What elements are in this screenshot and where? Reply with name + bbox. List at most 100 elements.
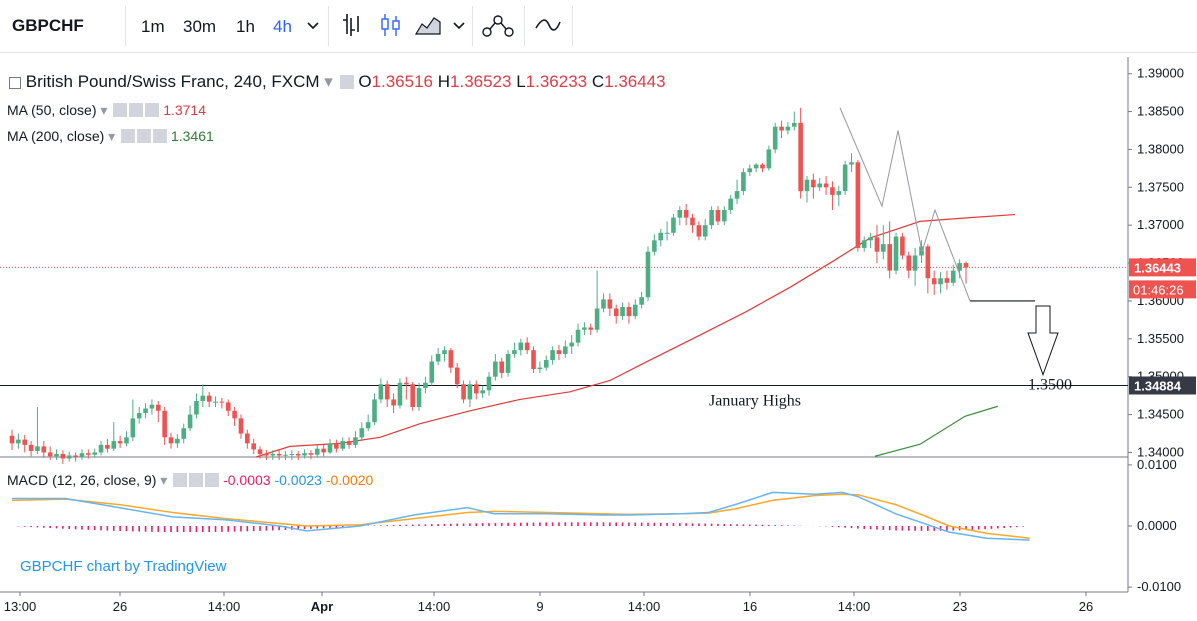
candle <box>423 376 428 394</box>
target-label: 1.3500 <box>1028 377 1072 394</box>
close-icon[interactable] <box>205 473 220 487</box>
x-tick-label: 23 <box>953 599 967 614</box>
candle <box>766 145 772 171</box>
candle-body <box>302 453 307 456</box>
candle-body <box>47 452 53 457</box>
candle-body <box>963 263 969 268</box>
candle <box>881 225 886 260</box>
y-tick-label: 1.37000 <box>1137 217 1184 232</box>
candle <box>334 439 339 453</box>
candle-body <box>925 246 931 279</box>
ohlc-high-value: 1.36523 <box>450 72 512 91</box>
candle-body <box>702 225 708 237</box>
ohlc-low-key: L <box>516 72 526 91</box>
candle-body <box>257 449 263 454</box>
candle-body <box>136 413 142 419</box>
candle <box>353 431 358 448</box>
candle <box>429 355 435 386</box>
candle-body <box>855 162 861 248</box>
candle <box>537 361 543 373</box>
candle <box>9 429 15 451</box>
candle <box>582 322 587 336</box>
interval-4h[interactable]: 4h <box>273 17 292 36</box>
candle <box>124 431 129 447</box>
chevron-down-icon[interactable]: ▾ <box>100 102 108 118</box>
candle-body <box>664 232 670 234</box>
symbol-name[interactable]: GBPCHF <box>12 16 84 35</box>
toolbar-divider <box>524 6 525 46</box>
x-tick-label: 14:00 <box>628 599 661 614</box>
macd-label: MACD (12, 26, close, 9) <box>7 472 157 488</box>
chevron-down-icon[interactable] <box>452 20 466 32</box>
candle <box>384 380 390 407</box>
candle-body <box>709 210 714 226</box>
candle-body <box>931 278 937 285</box>
january-highs-price-tag <box>1129 376 1196 395</box>
eye-icon[interactable] <box>121 129 136 143</box>
candle-body <box>391 399 396 406</box>
candle-body <box>213 401 218 403</box>
candle-body <box>327 443 333 453</box>
candle-body <box>747 168 753 173</box>
candle-body <box>416 388 422 407</box>
interval-30m[interactable]: 30m <box>183 17 217 36</box>
candle <box>16 433 21 449</box>
eye-icon[interactable] <box>173 473 188 487</box>
candle <box>346 437 352 449</box>
candle <box>505 350 511 377</box>
macd-line-value: -0.0023 <box>274 472 322 488</box>
candle-body <box>683 210 689 218</box>
candle-body <box>906 255 912 271</box>
eye-icon[interactable] <box>113 103 128 117</box>
candle <box>830 181 835 211</box>
candle <box>861 236 867 252</box>
candle-body <box>461 384 466 400</box>
close-icon[interactable] <box>153 129 168 143</box>
chevron-down-icon[interactable]: ▾ <box>160 472 168 488</box>
ohlc-close-key: C <box>591 72 605 91</box>
indicators-icon[interactable] <box>481 12 515 38</box>
candle <box>372 393 377 426</box>
bars-icon[interactable] <box>340 12 364 38</box>
interval-1h[interactable]: 1h <box>236 17 255 36</box>
candle-body <box>753 164 759 169</box>
chevron-down-icon[interactable] <box>306 20 320 32</box>
candle-body <box>149 404 155 409</box>
candle-body <box>340 441 346 449</box>
candle-body <box>830 187 835 195</box>
area-icon[interactable] <box>414 12 442 38</box>
chevron-down-icon[interactable]: ▾ <box>108 128 116 144</box>
candle <box>86 449 91 459</box>
candle <box>887 221 892 279</box>
interval-1m[interactable]: 1m <box>141 17 165 36</box>
gear-icon[interactable] <box>189 473 204 487</box>
macd-line <box>12 491 1030 541</box>
candle-body <box>613 308 619 317</box>
gear-icon[interactable] <box>137 129 152 143</box>
candle-body <box>543 360 549 368</box>
close-icon[interactable] <box>145 103 160 117</box>
candle-body <box>779 126 784 131</box>
candle-body <box>66 455 72 459</box>
candle <box>206 391 212 407</box>
candle <box>798 107 803 199</box>
candle <box>238 414 244 439</box>
candle-body <box>28 444 34 451</box>
candle-body <box>283 454 288 456</box>
candle <box>47 446 53 461</box>
candle <box>804 175 810 203</box>
watermark[interactable]: GBPCHF chart by TradingView <box>20 558 227 575</box>
x-tick-label: 14:00 <box>208 599 241 614</box>
x-tick-label: 14:00 <box>838 599 871 614</box>
chevron-down-icon[interactable]: ▾ <box>324 72 333 91</box>
candle-body <box>671 217 676 233</box>
candle <box>435 347 441 366</box>
gear-icon[interactable] <box>129 103 144 117</box>
candle <box>702 219 708 241</box>
eye-icon[interactable] <box>339 75 354 89</box>
collapse-icon[interactable] <box>9 77 21 89</box>
compare-icon[interactable] <box>534 12 562 38</box>
macd-legend: MACD (12, 26, close, 9) ▾ -0.0003 -0.002… <box>7 472 373 489</box>
candles-icon[interactable] <box>378 12 404 38</box>
